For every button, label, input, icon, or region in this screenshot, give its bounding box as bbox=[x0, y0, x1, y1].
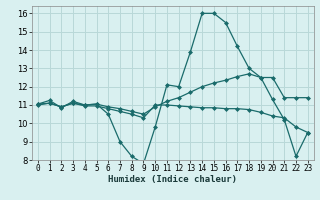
X-axis label: Humidex (Indice chaleur): Humidex (Indice chaleur) bbox=[108, 175, 237, 184]
